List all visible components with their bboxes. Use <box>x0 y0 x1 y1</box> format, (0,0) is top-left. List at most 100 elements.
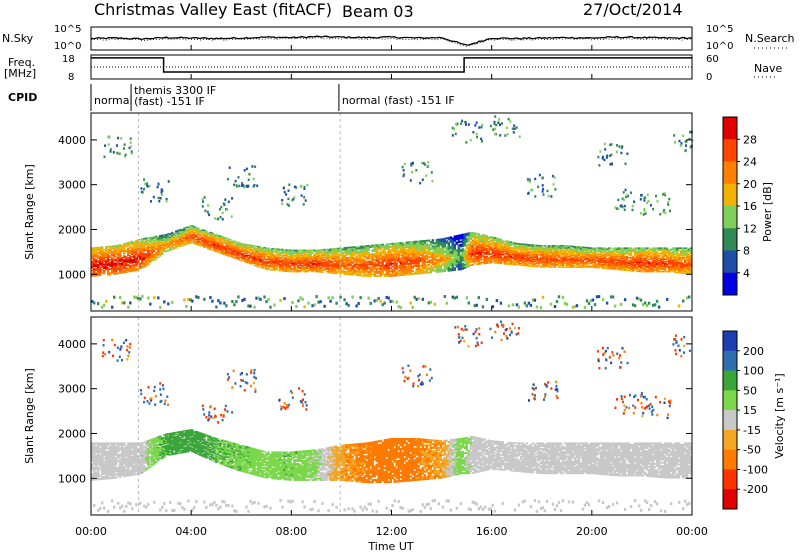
range-gate-cell <box>339 273 342 275</box>
range-gate-cell <box>335 262 338 264</box>
range-gate-cell <box>113 249 116 251</box>
range-gate-cell <box>469 251 472 254</box>
range-gate-cell <box>91 252 94 255</box>
range-gate-cell <box>487 246 491 249</box>
range-gate-cell <box>525 263 529 265</box>
range-gate-cell <box>289 262 292 265</box>
range-gate-cell <box>539 248 543 250</box>
range-gate-cell <box>189 237 192 239</box>
range-gate-cell <box>361 269 364 271</box>
range-gate-cell <box>531 246 535 248</box>
range-gate-cell <box>189 241 192 243</box>
range-gate-cell <box>131 270 134 272</box>
range-gate-cell <box>219 239 222 241</box>
range-gate-cell <box>481 242 485 245</box>
range-gate-cell <box>245 246 248 248</box>
range-gate-cell <box>457 258 460 261</box>
range-gate-cell <box>109 251 112 253</box>
range-gate-cell <box>269 261 272 263</box>
range-gate-cell <box>451 240 454 243</box>
range-gate-cell <box>301 256 304 259</box>
range-gate-cell <box>239 244 242 246</box>
range-gate-cell <box>139 244 142 247</box>
range-gate-cell <box>355 247 358 250</box>
range-gate-cell <box>587 257 591 259</box>
range-gate-cell <box>407 265 410 268</box>
range-gate-cell <box>405 250 408 253</box>
range-gate-cell <box>147 246 150 248</box>
range-gate-cell <box>467 254 470 257</box>
range-gate-cell <box>395 250 398 252</box>
range-gate-cell <box>295 269 298 271</box>
range-gate-cell <box>545 263 549 265</box>
range-gate-cell <box>495 250 499 253</box>
range-gate-cell <box>179 235 182 237</box>
range-gate-cell <box>131 265 134 268</box>
range-gate-cell <box>361 259 364 262</box>
range-gate-cell <box>289 266 292 269</box>
range-gate-cell <box>287 258 290 260</box>
range-gate-cell <box>577 260 581 263</box>
range-gate-cell <box>177 231 180 233</box>
range-gate-cell <box>515 242 519 245</box>
range-gate-cell <box>353 246 356 248</box>
range-gate-cell <box>505 263 509 265</box>
range-gate-cell <box>153 253 156 256</box>
range-gate-cell <box>407 270 410 273</box>
range-gate-cell <box>357 264 360 267</box>
range-gate-cell <box>559 257 563 259</box>
range-gate-cell <box>259 297 262 301</box>
range-gate-cell <box>237 256 240 258</box>
range-gate-cell <box>501 250 505 252</box>
range-gate-cell <box>559 258 563 260</box>
range-gate-cell <box>535 248 539 251</box>
range-gate-cell <box>391 265 394 268</box>
range-gate-cell <box>165 240 168 242</box>
range-gate-cell <box>209 239 212 242</box>
range-gate-cell <box>417 266 420 269</box>
range-gate-cell <box>301 260 304 263</box>
range-gate-cell <box>211 241 214 243</box>
range-gate-cell <box>217 238 220 240</box>
range-gate-cell <box>377 263 380 266</box>
range-gate-cell <box>357 273 360 275</box>
range-gate-cell <box>569 245 573 247</box>
range-gate-cell <box>423 244 426 247</box>
range-gate-cell <box>213 242 216 244</box>
range-gate-cell <box>107 272 110 274</box>
range-gate-cell <box>179 233 182 235</box>
range-gate-cell <box>575 248 579 250</box>
range-gate-cell <box>209 233 212 235</box>
range-gate-cell <box>439 250 442 253</box>
range-gate-cell <box>473 239 476 242</box>
range-gate-cell <box>187 232 190 234</box>
range-gate-cell <box>171 233 174 235</box>
range-gate-cell <box>379 261 382 264</box>
range-gate-cell <box>433 254 436 257</box>
range-gate-cell <box>205 239 208 241</box>
range-gate-cell <box>133 244 136 247</box>
range-gate-cell <box>447 236 450 239</box>
range-gate-cell <box>311 304 314 308</box>
range-gate-cell <box>301 259 304 262</box>
range-gate-cell <box>487 260 491 263</box>
range-gate-cell <box>285 268 288 270</box>
range-gate-cell <box>237 243 240 245</box>
range-gate-cell <box>255 257 258 260</box>
range-gate-cell <box>557 251 561 253</box>
range-gate-cell <box>213 241 216 243</box>
range-gate-cell <box>129 266 132 268</box>
range-gate-cell <box>461 235 464 238</box>
range-gate-cell <box>359 263 362 266</box>
range-gate-cell <box>481 246 485 249</box>
range-gate-cell <box>531 245 535 247</box>
range-gate-cell <box>139 252 142 255</box>
range-gate-cell <box>327 257 330 259</box>
range-gate-cell <box>93 301 96 305</box>
range-gate-cell <box>263 261 266 263</box>
range-gate-cell <box>527 262 531 264</box>
range-gate-cell <box>515 248 519 250</box>
range-gate-cell <box>287 260 290 262</box>
range-gate-cell <box>555 245 559 247</box>
range-gate-cell <box>533 244 537 246</box>
